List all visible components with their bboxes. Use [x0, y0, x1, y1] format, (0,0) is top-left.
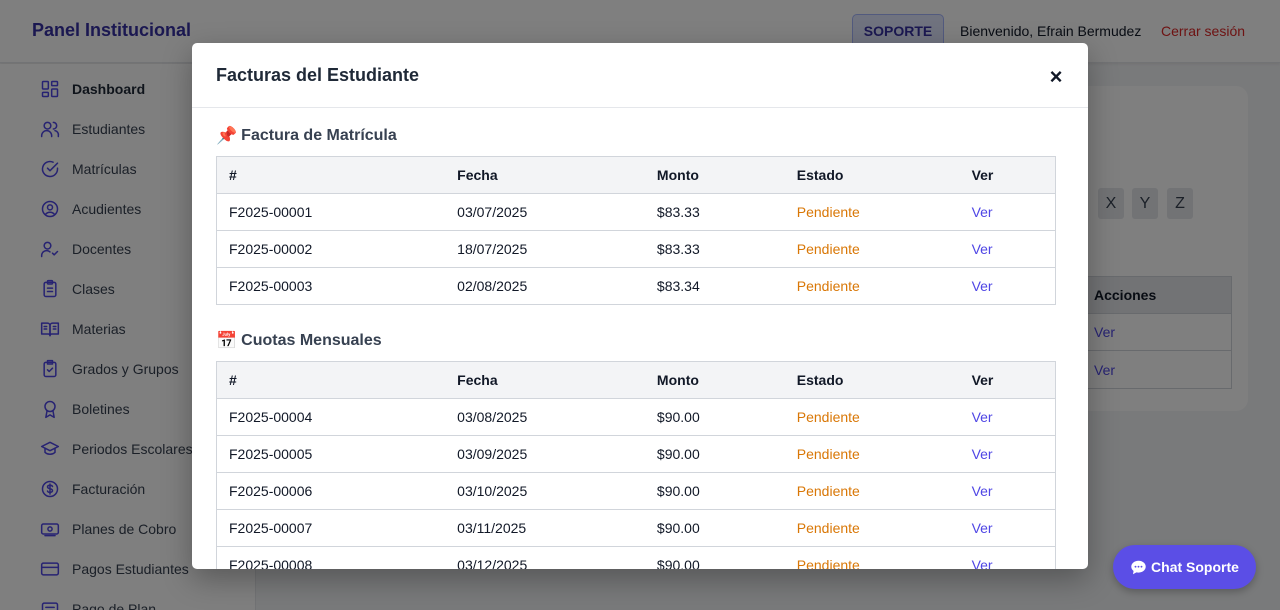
invoice-number: F2025-00002 — [216, 230, 446, 268]
column-header-date: Fecha — [445, 361, 645, 399]
invoice-date: 03/10/2025 — [445, 472, 645, 510]
column-header-status: Estado — [784, 156, 960, 194]
table-row: F2025-00005 03/09/2025 $90.00 Pendiente … — [216, 435, 1056, 473]
invoice-date: 03/07/2025 — [445, 193, 645, 231]
modal-title: Facturas del Estudiante — [216, 65, 420, 85]
invoice-number: F2025-00004 — [216, 398, 446, 436]
invoice-status: Pendiente — [784, 267, 960, 305]
column-header-amount: Monto — [644, 156, 785, 194]
invoice-status: Pendiente — [784, 435, 960, 473]
chat-support-button[interactable]: Chat Soporte — [1113, 545, 1256, 589]
table-row: F2025-00008 03/12/2025 $90.00 Pendiente … — [216, 546, 1056, 569]
view-invoice-link[interactable]: Ver — [959, 435, 1056, 473]
invoice-number: F2025-00003 — [216, 267, 446, 305]
cuotas-table: # Fecha Monto Estado Ver F2025-00004 03/… — [216, 361, 1056, 569]
calendar-icon: 📅 — [216, 331, 238, 350]
invoice-date: 03/11/2025 — [445, 509, 645, 547]
column-header-view: Ver — [959, 361, 1056, 399]
column-header-status: Estado — [784, 361, 960, 399]
modal-header: Facturas del Estudiante × — [192, 43, 1088, 108]
invoice-status: Pendiente — [784, 509, 960, 547]
column-header-number: # — [216, 361, 446, 399]
invoice-number: F2025-00007 — [216, 509, 446, 547]
view-invoice-link[interactable]: Ver — [959, 546, 1056, 569]
view-invoice-link[interactable]: Ver — [959, 398, 1056, 436]
table-row: F2025-00007 03/11/2025 $90.00 Pendiente … — [216, 509, 1056, 547]
invoice-amount: $83.34 — [644, 267, 785, 305]
invoice-status: Pendiente — [784, 230, 960, 268]
section-title-matricula: 📌 Factura de Matrícula — [216, 126, 397, 146]
invoice-amount: $90.00 — [644, 472, 785, 510]
invoice-amount: $90.00 — [644, 546, 785, 569]
invoice-status: Pendiente — [784, 193, 960, 231]
table-row: F2025-00001 03/07/2025 $83.33 Pendiente … — [216, 193, 1056, 231]
invoice-status: Pendiente — [784, 546, 960, 569]
view-invoice-link[interactable]: Ver — [959, 230, 1056, 268]
close-icon[interactable]: × — [1049, 64, 1063, 89]
invoice-date: 02/08/2025 — [445, 267, 645, 305]
invoice-number: F2025-00001 — [216, 193, 446, 231]
chat-support-label: Chat Soporte — [1151, 559, 1239, 575]
invoice-date: 03/09/2025 — [445, 435, 645, 473]
invoice-status: Pendiente — [784, 398, 960, 436]
invoice-number: F2025-00005 — [216, 435, 446, 473]
table-row: F2025-00004 03/08/2025 $90.00 Pendiente … — [216, 398, 1056, 436]
section-title-cuotas: 📅 Cuotas Mensuales — [216, 331, 382, 351]
view-invoice-link[interactable]: Ver — [959, 509, 1056, 547]
view-invoice-link[interactable]: Ver — [959, 472, 1056, 510]
invoices-modal: Facturas del Estudiante × 📌 Factura de M… — [192, 43, 1088, 569]
column-header-number: # — [216, 156, 446, 194]
table-row: F2025-00002 18/07/2025 $83.33 Pendiente … — [216, 230, 1056, 268]
chat-bubble-icon — [1130, 559, 1147, 576]
section-title-text: Cuotas Mensuales — [241, 332, 382, 349]
table-row: F2025-00006 03/10/2025 $90.00 Pendiente … — [216, 472, 1056, 510]
matricula-table: # Fecha Monto Estado Ver F2025-00001 03/… — [216, 156, 1056, 305]
invoice-number: F2025-00008 — [216, 546, 446, 569]
table-header-row: # Fecha Monto Estado Ver — [216, 361, 1056, 399]
column-header-date: Fecha — [445, 156, 645, 194]
modal-body[interactable]: 📌 Factura de Matrícula # Fecha Monto Est… — [216, 108, 1056, 569]
column-header-amount: Monto — [644, 361, 785, 399]
invoice-amount: $90.00 — [644, 435, 785, 473]
view-invoice-link[interactable]: Ver — [959, 193, 1056, 231]
invoice-number: F2025-00006 — [216, 472, 446, 510]
invoice-amount: $83.33 — [644, 193, 785, 231]
view-invoice-link[interactable]: Ver — [959, 267, 1056, 305]
pin-icon: 📌 — [216, 126, 238, 145]
invoice-amount: $83.33 — [644, 230, 785, 268]
invoice-amount: $90.00 — [644, 398, 785, 436]
invoice-amount: $90.00 — [644, 509, 785, 547]
invoice-status: Pendiente — [784, 472, 960, 510]
invoice-date: 18/07/2025 — [445, 230, 645, 268]
invoice-date: 03/12/2025 — [445, 546, 645, 569]
table-header-row: # Fecha Monto Estado Ver — [216, 156, 1056, 194]
column-header-view: Ver — [959, 156, 1056, 194]
table-row: F2025-00003 02/08/2025 $83.34 Pendiente … — [216, 267, 1056, 305]
invoice-date: 03/08/2025 — [445, 398, 645, 436]
section-title-text: Factura de Matrícula — [241, 127, 397, 144]
